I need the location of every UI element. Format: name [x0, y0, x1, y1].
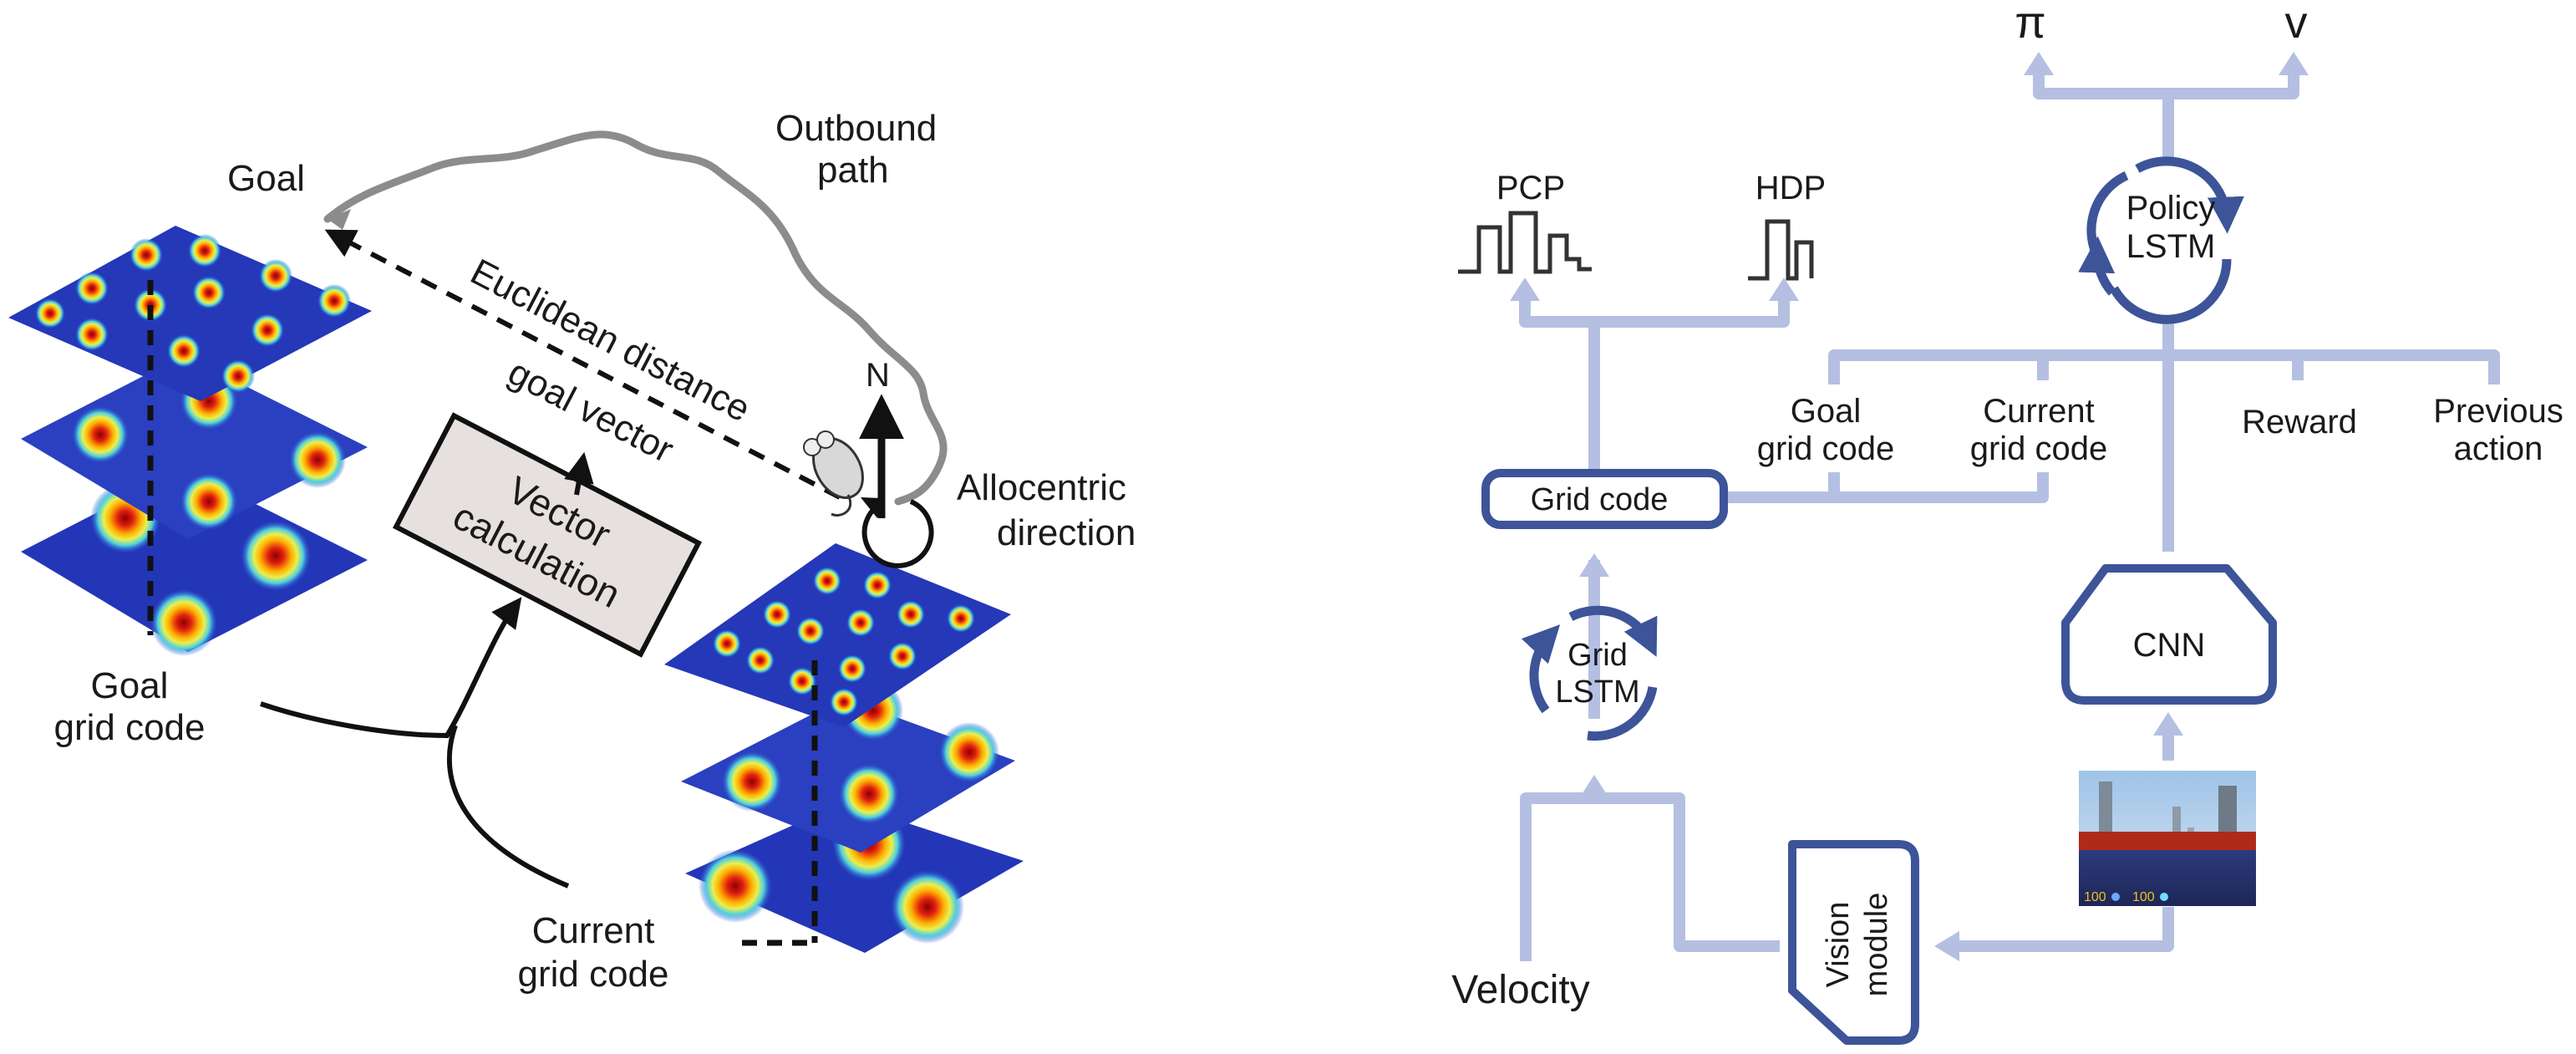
euclidean-distance-arrow — [324, 229, 841, 500]
previous-action-line2: action — [2454, 430, 2543, 467]
policy-lstm: Policy LSTM — [2078, 156, 2244, 324]
outbound-path-line1: Outbound — [775, 108, 937, 149]
arrowhead-hdp — [1769, 278, 1799, 301]
current-grid-code-line1-right: Current — [1983, 393, 2094, 430]
goal-grid-layer-top — [8, 226, 372, 401]
current-grid-code-line1: Current — [532, 910, 655, 951]
goal-code-input-line — [260, 597, 522, 739]
current-grid-top-fields — [713, 567, 975, 716]
goal-grid-layer-bottom — [21, 468, 368, 656]
current-grid-stack — [664, 543, 1024, 953]
policy-lstm-line1: Policy — [2126, 190, 2216, 227]
hud-right-value: 100 — [2132, 890, 2155, 904]
velocity-input — [1520, 786, 1600, 961]
current-grid-layer-middle — [681, 680, 1015, 853]
velocity-label: Velocity — [1451, 968, 1589, 1012]
arrowhead-gridlstm — [1579, 775, 1609, 798]
outbound-path-line2: path — [817, 150, 889, 191]
allocentric-line2: direction — [997, 512, 1136, 553]
v-label: v — [2285, 0, 2308, 48]
current-grid-code-line2-right: grid code — [1970, 430, 2108, 467]
current-grid-layer-top — [664, 543, 1011, 727]
current-grid-code-line2: grid code — [517, 954, 668, 995]
goal-grid-code-line1: Goal — [91, 665, 169, 706]
grid-code-box: Grid code — [1481, 469, 1728, 529]
vision-to-gridlstm — [1594, 792, 1780, 952]
connection-arrowheads — [1510, 52, 2309, 961]
goal-grid-code-line1-right: Goal — [1791, 393, 1862, 430]
goal-grid-code-line2-right: grid code — [1757, 430, 1895, 467]
hud-left-icon — [2111, 893, 2120, 901]
cnn-label: CNN — [2133, 627, 2206, 664]
arrowhead-pcp — [1510, 278, 1540, 301]
goal-label: Goal — [227, 158, 305, 199]
current-code-input-line — [446, 725, 570, 889]
policy-output-split — [2033, 69, 2174, 160]
hdp-histogram-icon — [1748, 219, 1814, 281]
grid-lstm-line1: Grid — [1567, 638, 1628, 673]
vector-out-arrow — [564, 451, 594, 496]
arrowhead-vision — [1934, 931, 1959, 961]
arrowhead-pi — [2024, 52, 2054, 75]
vision-module-line1: Vision — [1821, 902, 1856, 988]
goal-grid-stack — [8, 226, 372, 656]
allocentric-line1: Allocentric — [957, 467, 1126, 508]
reward-label: Reward — [2242, 404, 2357, 440]
left-panel: Euclidean distance goal vector N Vector … — [8, 108, 1136, 995]
pcp-histogram-icon — [1458, 211, 1592, 274]
outbound-path-curve — [323, 130, 948, 506]
pcp-label: PCP — [1496, 170, 1565, 206]
allocentric-circle-icon — [861, 497, 934, 568]
grid-lstm: Grid LSTM — [1521, 605, 1658, 741]
goal-grid-top-fields — [35, 234, 351, 393]
vision-module: Vision module — [1788, 840, 1919, 1045]
pi-label: π — [2015, 0, 2045, 48]
grid-code-label: Grid code — [1531, 482, 1669, 517]
vision-module-line2: module — [1859, 893, 1894, 997]
arrowhead-v — [2279, 52, 2309, 75]
previous-action-line1: Previous — [2433, 393, 2563, 430]
connection-lines — [1519, 69, 2500, 961]
outbound-path-head — [328, 209, 351, 230]
hdp-label: HDP — [1755, 170, 1826, 206]
mouse-icon — [803, 430, 864, 517]
hud-right-icon — [2160, 893, 2168, 901]
north-label: N — [866, 357, 890, 394]
policy-output-split-v — [2168, 69, 2299, 99]
policy-input-bus — [1828, 349, 2500, 384]
first-person-view-image: 100 100 — [2079, 771, 2256, 906]
image-to-vision — [1959, 907, 2174, 952]
arrowhead-gridcode — [1579, 553, 1609, 577]
pcp-hdp-split — [1519, 294, 1790, 334]
cnn-module: CNN — [2061, 564, 2277, 705]
policy-lstm-line2: LSTM — [2126, 228, 2216, 265]
vector-calculation-box: Vector calculation — [392, 412, 703, 658]
right-panel: Policy LSTM Grid LSTM Grid code CNN Visi… — [1451, 0, 2563, 1045]
hud-left-value: 100 — [2084, 890, 2106, 904]
grid-lstm-line2: LSTM — [1555, 675, 1639, 710]
gridcode-to-goal — [1725, 472, 2049, 503]
goal-grid-code-line2: grid code — [53, 707, 205, 748]
arrowhead-cnn — [2153, 712, 2183, 736]
